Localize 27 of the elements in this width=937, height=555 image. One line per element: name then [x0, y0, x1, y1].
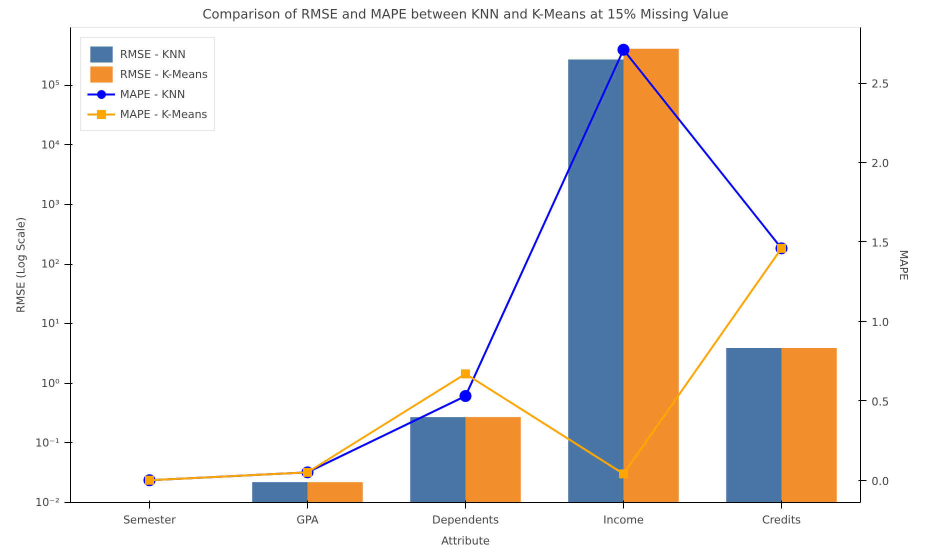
y-tick-label: 10⁻² — [35, 496, 60, 509]
y-tick-label: 10¹ — [41, 317, 60, 330]
y-tick-label: 10³ — [41, 198, 60, 211]
y2-tick-label: 0.5 — [872, 395, 889, 408]
y-tick-label: 10² — [41, 258, 60, 271]
y2-axis-title: MAPE — [896, 250, 910, 280]
legend-label: MAPE - K-Means — [120, 108, 208, 120]
x-tick-label: GPA — [296, 514, 319, 526]
x-tick-label: Credits — [762, 514, 802, 526]
y2-tick-label: 1.0 — [872, 316, 889, 329]
x-tick-label: Semester — [123, 514, 176, 526]
chart-title: Comparison of RMSE and MAPE between KNN and K-Means at 15% Missing Value — [202, 8, 729, 22]
legend-label: RMSE - KNN — [120, 48, 186, 60]
x-axis-title: Attribute — [441, 534, 490, 548]
y-axis-title: RMSE (Log Scale) — [14, 217, 28, 313]
legend-label: RMSE - K-Means — [120, 68, 208, 80]
y-tick-label: 10⁰ — [41, 376, 60, 390]
x-tick-label: Income — [603, 514, 644, 526]
y2-tick-label: 1.5 — [872, 236, 889, 250]
y-tick-label: 10⁵ — [41, 78, 60, 92]
y-tick-label: 10⁻¹ — [35, 436, 60, 450]
y2-tick-label: 0.0 — [872, 474, 889, 488]
x-tick-label: Dependents — [432, 514, 500, 526]
y-tick-label: 10⁴ — [41, 138, 60, 152]
legend-label: MAPE - KNN — [120, 88, 186, 100]
y2-tick-label: 2.0 — [872, 157, 889, 170]
y2-tick-label: 2.5 — [872, 78, 889, 91]
